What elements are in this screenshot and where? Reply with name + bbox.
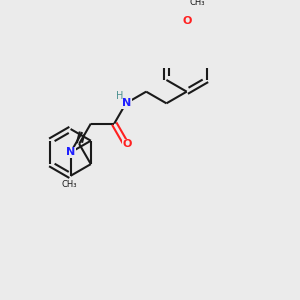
Text: N: N	[122, 98, 131, 108]
Text: CH₃: CH₃	[61, 180, 77, 189]
Text: H: H	[116, 91, 124, 100]
Text: O: O	[123, 140, 132, 149]
Text: O: O	[183, 16, 192, 26]
Text: N: N	[66, 147, 75, 158]
Text: CH₃: CH₃	[189, 0, 205, 7]
